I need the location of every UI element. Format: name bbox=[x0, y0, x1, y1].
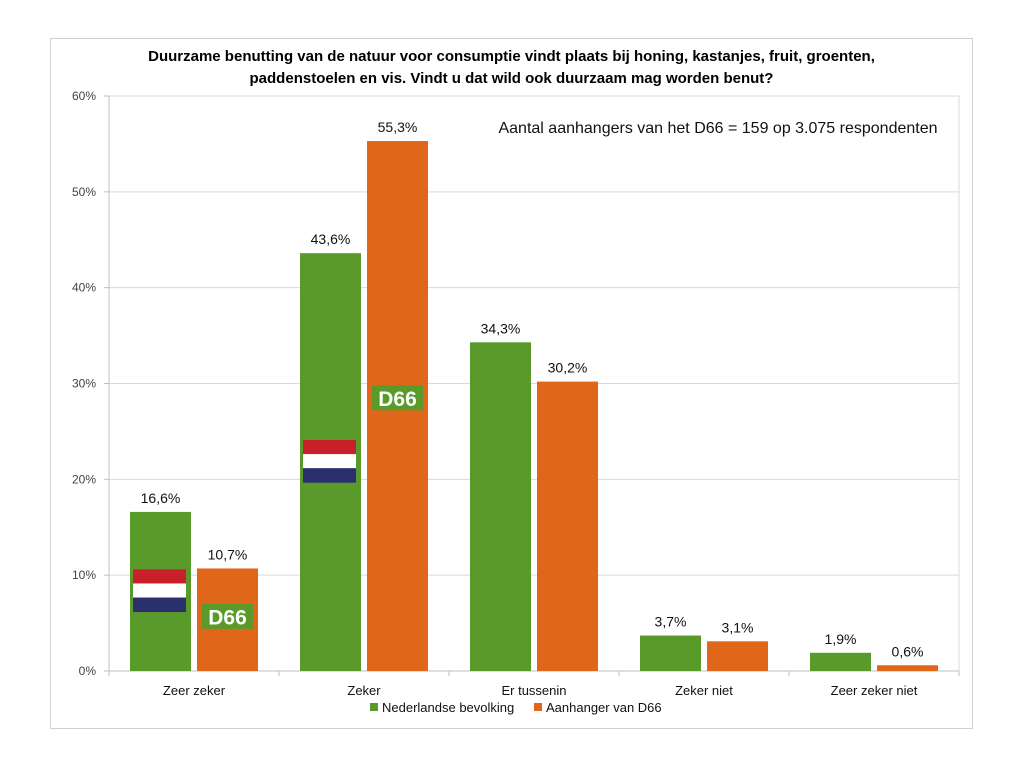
bar-aanhanger-d66 bbox=[537, 381, 598, 671]
x-axis: Zeer zeker Zeker Er tussenin Zeker niet Zeer… bbox=[108, 670, 960, 698]
data-label: 0,6% bbox=[892, 643, 924, 659]
data-label: 1,9% bbox=[825, 631, 857, 647]
d66-logo-icon: D66 bbox=[372, 385, 423, 411]
respondents-annotation: Aantal aanhangers van het D66 = 159 op 3… bbox=[498, 120, 937, 137]
d66-badge-bg bbox=[202, 603, 253, 629]
legend-item: Nederlandse bevolking bbox=[370, 700, 514, 715]
data-label: 10,7% bbox=[208, 546, 248, 562]
flag-stripe bbox=[133, 597, 186, 613]
chart-title: Duurzame benutting van de natuur voor co… bbox=[50, 46, 973, 90]
data-label: 30,2% bbox=[548, 360, 588, 376]
flag-stripe bbox=[133, 569, 186, 584]
d66-badge-text: D66 bbox=[208, 606, 247, 629]
y-tick-label: 40% bbox=[72, 281, 96, 295]
bar-nederlandse-bevolking bbox=[470, 342, 531, 671]
x-tick-label: Zeer zeker bbox=[163, 683, 226, 698]
flag-stripe bbox=[133, 583, 186, 599]
y-axis: 0% 10% 20% 30% 40% 50% 60% bbox=[72, 89, 110, 678]
legend-item: Aanhanger van D66 bbox=[534, 700, 662, 715]
x-tick-label: Zeer zeker niet bbox=[831, 683, 918, 698]
chart-title-line-2: paddenstoelen en vis. Vindt u dat wild o… bbox=[249, 70, 774, 87]
bars bbox=[130, 141, 938, 671]
flag-stripe bbox=[303, 440, 356, 455]
flag-stripe bbox=[303, 454, 356, 469]
data-label: 3,7% bbox=[655, 614, 687, 630]
y-tick-label: 20% bbox=[72, 472, 96, 486]
bar-aanhanger-d66 bbox=[707, 641, 768, 671]
y-tick-label: 60% bbox=[72, 89, 96, 103]
data-label: 3,1% bbox=[722, 619, 754, 635]
bar-nederlandse-bevolking bbox=[810, 652, 871, 671]
d66-logo-icon: D66 bbox=[202, 603, 253, 629]
legend-label: Nederlandse bevolking bbox=[382, 700, 514, 715]
data-label: 43,6% bbox=[311, 231, 351, 247]
legend-swatch bbox=[370, 703, 378, 711]
bar-aanhanger-d66 bbox=[877, 665, 938, 671]
flag-stripe bbox=[303, 468, 356, 483]
legend-label: Aanhanger van D66 bbox=[546, 700, 662, 715]
bar-nederlandse-bevolking bbox=[640, 635, 701, 671]
legend: Nederlandse bevolking Aanhanger van D66 bbox=[370, 700, 662, 715]
dutch-flag-icon bbox=[303, 440, 356, 483]
legend-swatch bbox=[534, 703, 542, 711]
data-labels: 16,6% 43,6% 34,3% 3,7% 1,9% 10,7% 55,3% 30,2% 3,… bbox=[141, 119, 924, 659]
data-label: 16,6% bbox=[141, 490, 181, 506]
x-tick-label: Er tussenin bbox=[501, 683, 566, 698]
y-tick-label: 10% bbox=[72, 568, 96, 582]
x-tick-label: Zeker bbox=[347, 683, 381, 698]
dutch-flag-icon bbox=[133, 569, 186, 613]
data-label: 55,3% bbox=[378, 119, 418, 135]
y-tick-label: 0% bbox=[79, 664, 97, 678]
d66-badge-text: D66 bbox=[378, 388, 417, 411]
data-label: 34,3% bbox=[481, 320, 521, 336]
x-tick-label: Zeker niet bbox=[675, 683, 733, 698]
y-tick-label: 30% bbox=[72, 377, 96, 391]
overlays: D66 D66 bbox=[133, 385, 423, 629]
d66-badge-bg bbox=[372, 385, 423, 411]
y-tick-label: 50% bbox=[72, 185, 96, 199]
chart-title-line-1: Duurzame benutting van de natuur voor co… bbox=[148, 48, 875, 65]
